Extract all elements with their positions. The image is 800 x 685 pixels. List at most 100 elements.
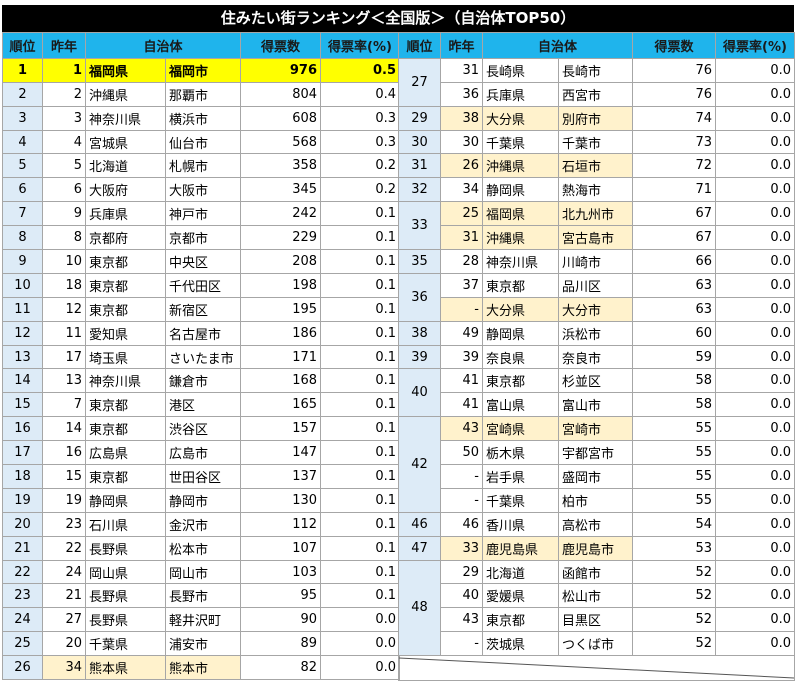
- prev-rank: 34: [42, 655, 86, 681]
- ranking-row: 41 富山県 富山市 58 0.0: [399, 392, 796, 418]
- votes: 568: [240, 129, 322, 155]
- city: 長野市: [164, 583, 242, 609]
- votes: 130: [240, 487, 322, 513]
- ranking-row: 29 38 大分県 別府市 74 0.0: [398, 105, 796, 131]
- ranking-row: - 千葉県 柏市 55 0.0: [399, 487, 796, 513]
- ranking-table-left: 順位 昨年 自治体 得票数 得票率(%) 1 1 福岡県 福岡市 976 0.5 2 2 沖縄県…: [2, 32, 401, 681]
- rank: 32: [398, 177, 441, 203]
- votes: 168: [240, 368, 322, 394]
- city: 杉並区: [557, 368, 634, 394]
- header-rate: 得票率(%): [715, 32, 796, 59]
- rank: 1: [2, 57, 43, 83]
- vote-rate: 0.1: [320, 249, 401, 274]
- vote-rate: 0.1: [320, 416, 401, 442]
- rank: 17: [2, 440, 43, 466]
- prefecture: 兵庫県: [482, 81, 559, 107]
- vote-rate: 0.0: [715, 583, 796, 609]
- city: 大阪市: [164, 177, 242, 203]
- diagonal: [399, 657, 794, 679]
- header-prev: 昨年: [440, 32, 483, 59]
- vote-rate: 0.0: [715, 272, 796, 298]
- ranking-row: 22 24 岡山県 岡山市 103 0.1: [2, 559, 401, 585]
- city: 長崎市: [557, 57, 634, 83]
- votes: 95: [240, 583, 322, 609]
- votes: 54: [632, 511, 717, 537]
- prefecture: 大分県: [482, 105, 559, 131]
- vote-rate: 0.0: [715, 631, 796, 657]
- votes: 208: [240, 249, 322, 274]
- prev-rank: 30: [440, 129, 483, 155]
- prefecture: 沖縄県: [482, 153, 559, 179]
- city: 松本市: [164, 535, 242, 561]
- ranking-row: 40 41 東京都 杉並区 58 0.0: [398, 368, 796, 418]
- vote-rate: 0.0: [715, 129, 796, 155]
- vote-rate: 0.0: [715, 392, 796, 418]
- votes: 804: [240, 81, 322, 107]
- prev-rank: -: [440, 464, 483, 489]
- city: 千葉市: [557, 129, 634, 155]
- prev-rank: 23: [42, 511, 86, 537]
- prev-rank: 41: [440, 392, 483, 418]
- votes: 52: [632, 631, 717, 657]
- prev-rank: 29: [440, 559, 483, 585]
- prefecture: 神奈川県: [85, 368, 166, 394]
- city: さいたま市: [164, 344, 242, 370]
- vote-rate: 0.1: [320, 559, 401, 585]
- vote-rate: 0.3: [320, 105, 401, 131]
- vote-rate: 0.0: [715, 57, 796, 83]
- vote-rate: 0.1: [320, 583, 401, 609]
- prefecture: 静岡県: [482, 320, 559, 346]
- prefecture: 広島県: [85, 440, 166, 466]
- prefecture: 東京都: [85, 272, 166, 298]
- prev-rank: -: [440, 296, 483, 322]
- votes: 90: [240, 607, 322, 633]
- prefecture: 栃木県: [482, 440, 559, 466]
- ranking-row: 15 7 東京都 港区 165 0.1: [2, 392, 401, 418]
- ranking-row: 36 37 東京都 品川区 63 0.0: [398, 272, 796, 322]
- city: 熊本市: [164, 655, 242, 681]
- header-city: 自治体: [481, 32, 634, 59]
- prefecture: 京都府: [85, 225, 166, 251]
- ranking-table-right: 順位 昨年 自治体 得票数 得票率(%) 27 31 長崎県 長崎市 76 0.0 36 兵庫…: [397, 32, 796, 682]
- prev-rank: 46: [440, 511, 483, 537]
- prev-rank: 38: [440, 105, 483, 131]
- rank: 2: [2, 81, 43, 107]
- ranking-row: 48 29 北海道 函館市 52 0.0: [398, 559, 796, 657]
- city: 石垣市: [557, 153, 634, 179]
- empty-cell: [397, 655, 796, 682]
- prev-rank: 33: [440, 535, 483, 561]
- ranking-row: 46 46 香川県 高松市 54 0.0: [398, 511, 796, 537]
- prev-rank: 11: [42, 320, 86, 346]
- vote-rate: 0.0: [715, 320, 796, 346]
- vote-rate: 0.3: [320, 129, 401, 155]
- prev-rank: 16: [42, 440, 86, 466]
- prefecture: 千葉県: [85, 631, 166, 657]
- vote-rate: 0.0: [715, 416, 796, 442]
- city: 横浜市: [164, 105, 242, 131]
- votes: 186: [240, 320, 322, 346]
- prev-rank: 15: [42, 464, 86, 489]
- prev-rank: 12: [42, 296, 86, 322]
- rank: 21: [2, 535, 43, 561]
- city: 岡山市: [164, 559, 242, 585]
- votes: 103: [240, 559, 322, 585]
- rank: 31: [398, 153, 441, 179]
- prefecture: 埼玉県: [85, 344, 166, 370]
- ranking-row: 27 31 長崎県 長崎市 76 0.0: [398, 57, 796, 107]
- prev-rank: 39: [440, 344, 483, 370]
- vote-rate: 0.1: [320, 320, 401, 346]
- prefecture: 東京都: [85, 416, 166, 442]
- city: 柏市: [557, 487, 634, 513]
- city: 松山市: [557, 583, 634, 609]
- ranking-row: 32 34 静岡県 熱海市 71 0.0: [398, 177, 796, 203]
- rank: 3: [2, 105, 43, 131]
- city: 高松市: [557, 511, 634, 537]
- ranking-row: 40 愛媛県 松山市 52 0.0: [399, 583, 796, 609]
- city: 港区: [164, 392, 242, 418]
- prev-rank: 50: [440, 440, 483, 466]
- votes: 63: [632, 296, 717, 322]
- rank: 7: [2, 201, 43, 227]
- prev-rank: 43: [440, 607, 483, 633]
- vote-rate: 0.0: [715, 296, 796, 322]
- votes: 67: [632, 201, 717, 227]
